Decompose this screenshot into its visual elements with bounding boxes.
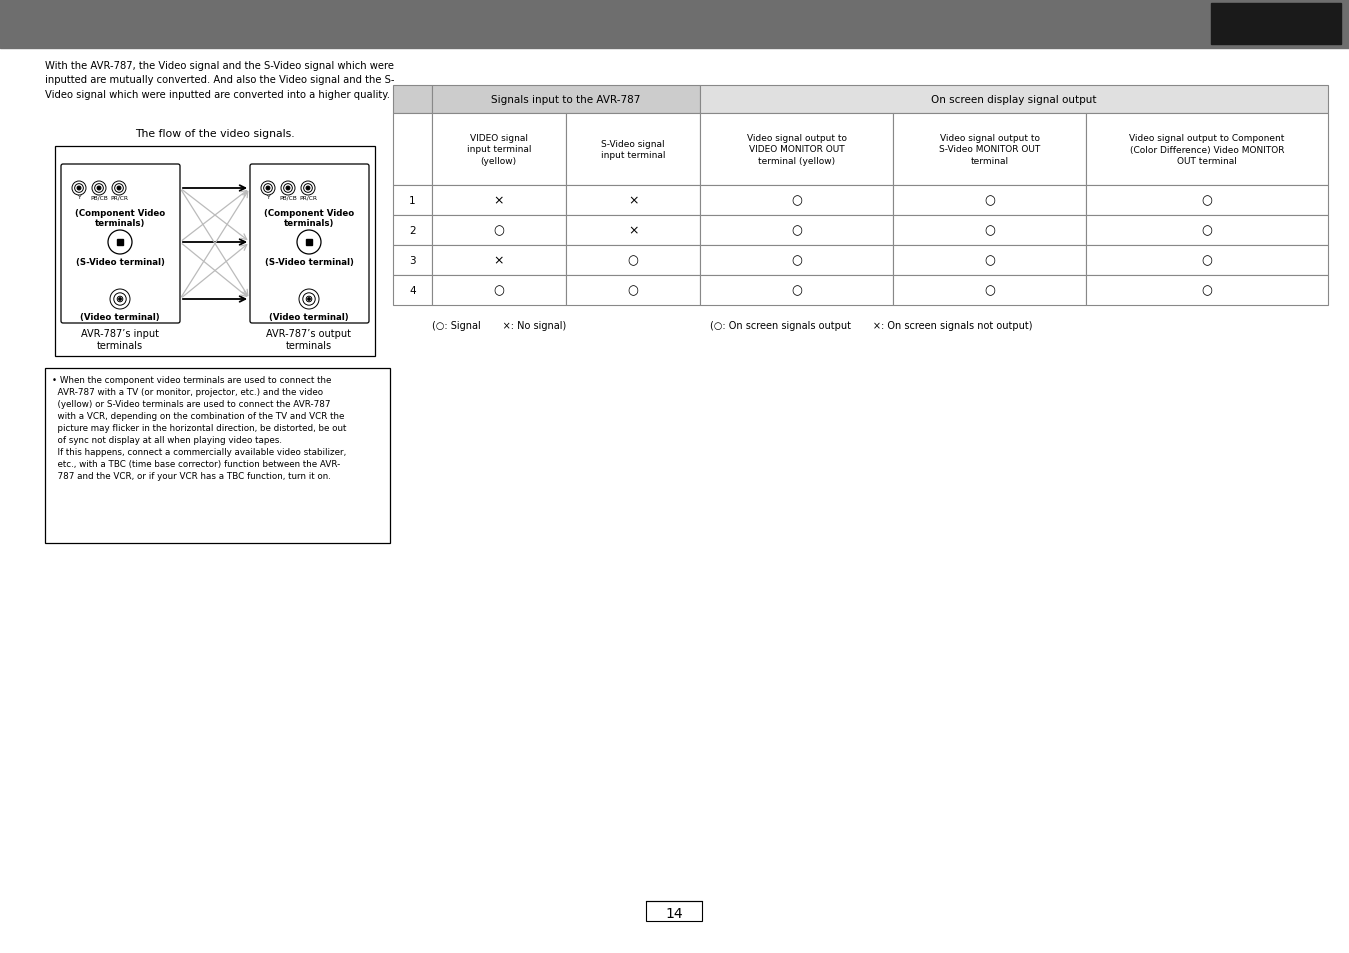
Text: With the AVR-787, the Video signal and the S-Video signal which were
inputted ar: With the AVR-787, the Video signal and t… xyxy=(45,61,394,100)
Bar xyxy=(432,275,567,306)
Text: ×: × xyxy=(494,254,505,267)
Bar xyxy=(1086,186,1327,215)
Bar xyxy=(893,275,1086,306)
Text: ○: ○ xyxy=(494,224,505,237)
Bar xyxy=(393,275,432,306)
Text: ○: ○ xyxy=(792,224,803,237)
Text: The flow of the video signals.: The flow of the video signals. xyxy=(135,129,295,139)
Text: (Component Video
terminals): (Component Video terminals) xyxy=(76,209,166,228)
Circle shape xyxy=(308,298,310,301)
Bar xyxy=(646,901,701,921)
Text: Y: Y xyxy=(266,194,270,200)
Text: ×: × xyxy=(627,194,638,208)
Text: ○: ○ xyxy=(792,254,803,267)
Bar xyxy=(393,86,432,113)
Bar xyxy=(393,186,432,215)
Text: (S-Video terminal): (S-Video terminal) xyxy=(76,257,165,267)
Bar xyxy=(432,246,567,275)
Text: 3: 3 xyxy=(409,255,415,266)
Bar xyxy=(1086,215,1327,246)
Text: ○: ○ xyxy=(1202,194,1213,208)
Bar xyxy=(700,86,1327,113)
Bar xyxy=(432,186,567,215)
Text: ○: ○ xyxy=(985,254,996,267)
Text: On screen display signal output: On screen display signal output xyxy=(931,95,1097,105)
Text: ○: ○ xyxy=(1202,254,1213,267)
Bar xyxy=(0,0,1349,49)
Circle shape xyxy=(117,188,120,190)
Text: 1: 1 xyxy=(409,195,415,206)
Text: • When the component video terminals are used to connect the
  AVR-787 with a TV: • When the component video terminals are… xyxy=(53,375,347,480)
Bar xyxy=(432,86,700,113)
Text: S-Video signal
input terminal: S-Video signal input terminal xyxy=(600,140,665,160)
Bar xyxy=(700,246,893,275)
Text: PB/CB: PB/CB xyxy=(90,194,108,200)
Bar xyxy=(393,246,432,275)
Bar xyxy=(567,246,700,275)
Circle shape xyxy=(267,188,270,190)
Text: (Video terminal): (Video terminal) xyxy=(270,313,349,322)
Circle shape xyxy=(306,188,309,190)
Text: (S-Video terminal): (S-Video terminal) xyxy=(264,257,353,267)
Bar xyxy=(393,215,432,246)
Bar xyxy=(45,369,390,543)
Bar xyxy=(432,113,567,186)
Text: ×: × xyxy=(494,194,505,208)
Text: (Component Video
terminals): (Component Video terminals) xyxy=(264,209,355,228)
Bar xyxy=(1086,113,1327,186)
Bar xyxy=(432,215,567,246)
Text: ○: ○ xyxy=(1202,224,1213,237)
Text: Y: Y xyxy=(77,194,81,200)
Bar xyxy=(893,186,1086,215)
Text: ○: ○ xyxy=(1202,284,1213,297)
Bar xyxy=(1086,246,1327,275)
Text: 2: 2 xyxy=(409,226,415,235)
Text: Video signal output to Component
(Color Difference) Video MONITOR
OUT terminal: Video signal output to Component (Color … xyxy=(1129,134,1284,166)
Circle shape xyxy=(78,188,80,190)
Text: ○: ○ xyxy=(627,254,638,267)
Bar xyxy=(893,246,1086,275)
Text: AVR-787’s output
terminals: AVR-787’s output terminals xyxy=(267,329,352,351)
Text: 14: 14 xyxy=(665,906,683,920)
Text: ○: ○ xyxy=(792,194,803,208)
Text: ○: ○ xyxy=(985,194,996,208)
Bar xyxy=(700,215,893,246)
Text: Video signal output to
VIDEO MONITOR OUT
terminal (yellow): Video signal output to VIDEO MONITOR OUT… xyxy=(747,134,847,166)
Text: AVR-787’s input
terminals: AVR-787’s input terminals xyxy=(81,329,159,351)
Text: ○: ○ xyxy=(985,224,996,237)
Text: (○: On screen signals output       ×: On screen signals not output): (○: On screen signals output ×: On scree… xyxy=(711,320,1033,331)
Bar xyxy=(55,147,375,356)
Text: ○: ○ xyxy=(985,284,996,297)
Bar xyxy=(700,113,893,186)
Bar xyxy=(700,186,893,215)
Bar xyxy=(567,215,700,246)
Text: 4: 4 xyxy=(409,286,415,295)
Bar xyxy=(567,275,700,306)
Text: ○: ○ xyxy=(627,284,638,297)
Text: (Video terminal): (Video terminal) xyxy=(80,313,159,322)
Text: ○: ○ xyxy=(494,284,505,297)
Text: ○: ○ xyxy=(792,284,803,297)
Bar xyxy=(117,240,123,246)
Bar xyxy=(893,215,1086,246)
Text: ×: × xyxy=(627,224,638,237)
Text: PB/CB: PB/CB xyxy=(279,194,297,200)
Text: VIDEO signal
input terminal
(yellow): VIDEO signal input terminal (yellow) xyxy=(467,134,532,166)
Text: Signals input to the AVR-787: Signals input to the AVR-787 xyxy=(491,95,641,105)
Bar xyxy=(1086,275,1327,306)
Bar xyxy=(700,275,893,306)
Text: PR/CR: PR/CR xyxy=(111,194,128,200)
Bar xyxy=(893,113,1086,186)
Bar xyxy=(306,240,312,246)
Circle shape xyxy=(287,188,289,190)
Circle shape xyxy=(119,298,121,301)
Circle shape xyxy=(97,188,100,190)
Bar xyxy=(567,186,700,215)
Text: PR/CR: PR/CR xyxy=(299,194,317,200)
Text: Video signal output to
S-Video MONITOR OUT
terminal: Video signal output to S-Video MONITOR O… xyxy=(939,134,1040,166)
Bar xyxy=(393,113,432,186)
Bar xyxy=(567,113,700,186)
Bar xyxy=(1211,4,1341,45)
Text: (○: Signal       ×: No signal): (○: Signal ×: No signal) xyxy=(432,320,565,331)
